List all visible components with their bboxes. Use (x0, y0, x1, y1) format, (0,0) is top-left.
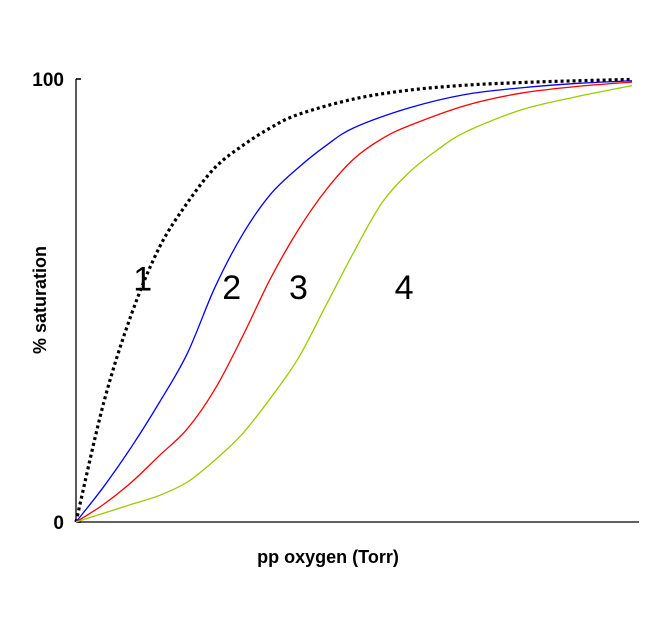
curve-1-line (74, 77, 633, 523)
curve-1-label: 1 (133, 260, 152, 298)
curve-3-line (75, 81, 633, 523)
curve-2-label: 2 (222, 269, 241, 307)
curve-4-label: 4 (395, 269, 414, 307)
curve-3-label: 3 (289, 269, 308, 307)
x-axis-title: pp oxygen (Torr) (257, 547, 399, 567)
axes-layer (75, 79, 639, 523)
y-axis-title: % saturation (30, 246, 50, 354)
y-tick-label-100: 100 (32, 70, 64, 91)
curve-4-line (75, 85, 633, 523)
series-layer (74, 77, 633, 523)
y-tick-label-0: 0 (53, 513, 64, 534)
curve-2-line (75, 80, 633, 523)
curve-labels: 1 2 3 4 (133, 260, 413, 307)
